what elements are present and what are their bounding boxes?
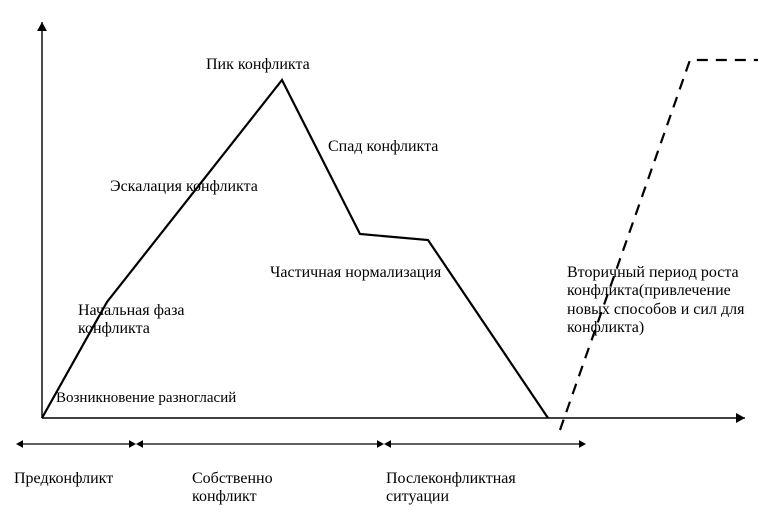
diagram-svg bbox=[0, 0, 770, 518]
label-secondary: Вторичный период роста конфликта(привлеч… bbox=[567, 264, 744, 338]
label-escalation: Эскалация конфликта bbox=[110, 178, 258, 196]
label-peak: Пик конфликта bbox=[206, 56, 310, 74]
label-partial_norm: Частичная нормализация bbox=[270, 264, 441, 282]
label-disagreement: Возникновение разногласий bbox=[56, 390, 236, 407]
label-phase3: Послеконфликтная ситуации bbox=[386, 470, 516, 507]
label-decline: Спад конфликта bbox=[328, 138, 438, 156]
label-initial_phase: Начальная фаза конфликта bbox=[78, 302, 185, 339]
label-phase2: Собственно конфликт bbox=[192, 470, 273, 507]
label-phase1: Предконфликт bbox=[14, 470, 113, 488]
conflict-dynamics-diagram: Пик конфликта Спад конфликта Эскалация кон… bbox=[0, 0, 770, 518]
